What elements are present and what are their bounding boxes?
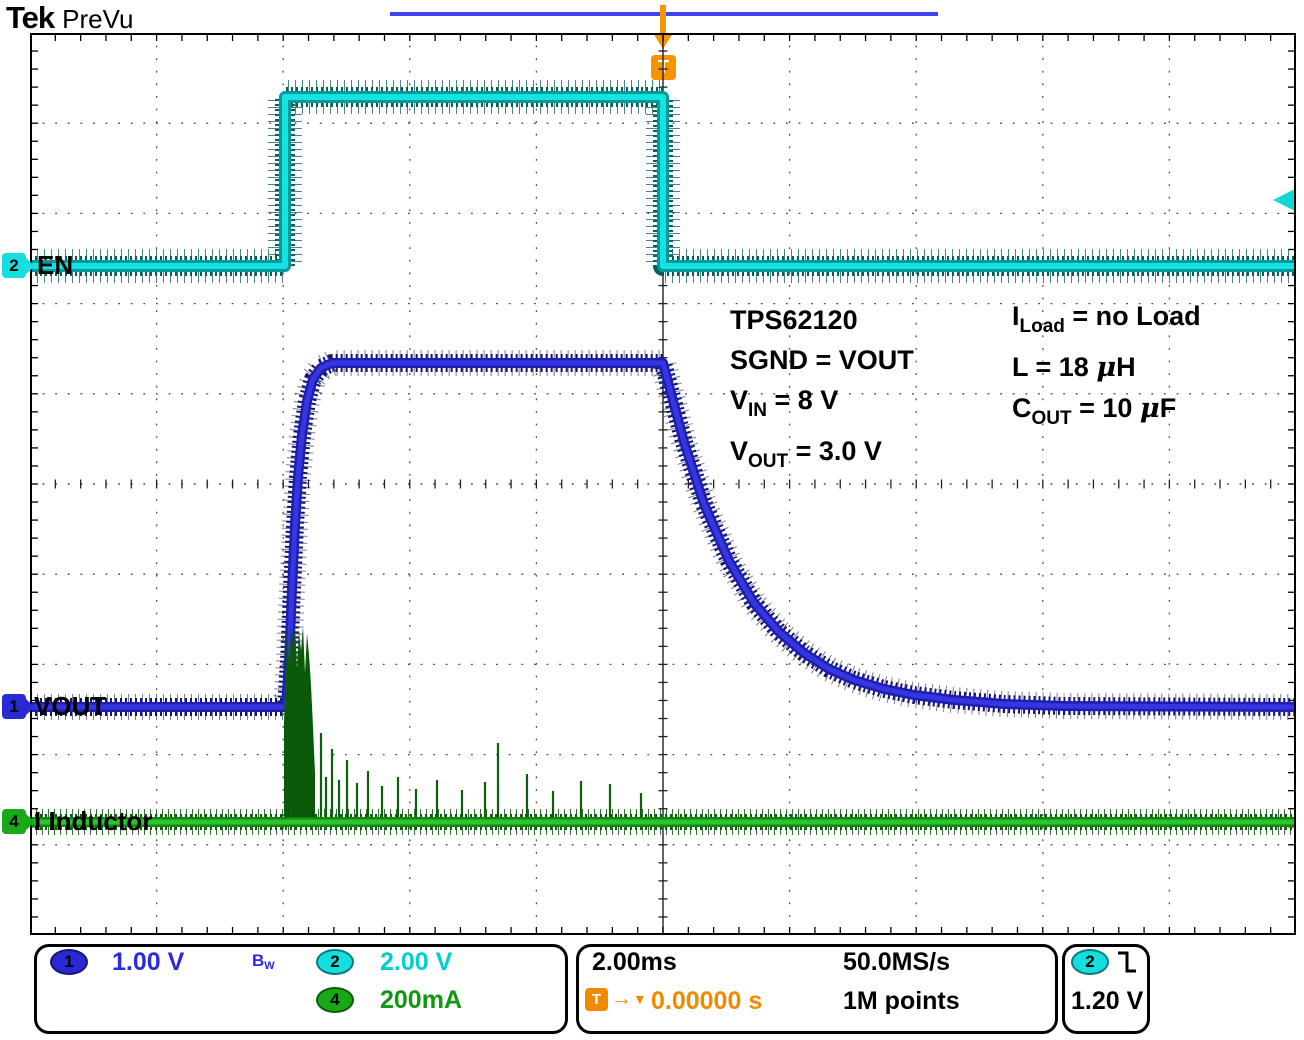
timebase-readout: 2.00ms: [592, 948, 677, 976]
annotation-block-right: ILoad = no Load L = 18 μH COUT = 10 μF: [1012, 296, 1201, 439]
tek-logo: Tek PreVu: [6, 0, 133, 36]
annotation-line: VOUT = 3.0 V: [730, 436, 882, 472]
ch2-scale-readout: 2.00 V: [380, 948, 453, 976]
trigger-position-triangle-glyph: ▼: [633, 991, 647, 1007]
trace-en: [30, 94, 1296, 269]
trace-vout: [30, 360, 1296, 710]
ch1-badge: 1: [50, 949, 88, 975]
trigger-level-readout: 1.20 V: [1071, 987, 1144, 1015]
annotation-line: COUT = 10 μF: [1012, 393, 1177, 429]
trigger-position-marker-stem: [660, 5, 666, 35]
annotation-block-left: TPS62120 SGND = VOUT VIN = 8 V VOUT = 3.0 V: [730, 300, 914, 482]
channel-1-reference-marker: 1: [2, 694, 35, 719]
record-length-readout: 1M points: [843, 987, 960, 1015]
acquisition-mode-text: PreVu: [62, 4, 134, 34]
trigger-t-icon-small: T: [585, 988, 608, 1011]
trigger-source-badge: 2: [1071, 949, 1109, 975]
sample-rate-readout: 50.0MS/s: [843, 948, 951, 976]
channel-4-marker-arrow-icon: [26, 813, 35, 830]
horizontal-readout-box: [576, 944, 1058, 1034]
annotation-line: VIN = 8 V: [730, 385, 839, 421]
channel-scales-readout-box: [34, 944, 568, 1034]
channel-1-marker-number: 1: [2, 694, 26, 719]
bw-letter: B: [252, 951, 265, 970]
inductor-current-waveform-label: I Inductor: [34, 806, 153, 836]
channel-4-reference-marker: 4: [2, 809, 35, 834]
brand-text: Tek: [6, 0, 55, 35]
vout-waveform-label: VOUT: [34, 691, 107, 721]
channel-2-marker-number: 2: [2, 253, 26, 278]
inductor-current-startup-burst: [284, 625, 315, 822]
ch1-scale-readout: 1.00 V: [112, 948, 185, 976]
ch1-bandwidth-indicator: BW: [252, 951, 275, 972]
annotation-line: L = 18 μH: [1012, 352, 1136, 383]
graticule-border: [30, 33, 1296, 935]
trigger-level-arrow-icon: [1273, 189, 1295, 211]
ch2-badge: 2: [316, 949, 354, 975]
bw-subscript: W: [264, 960, 275, 972]
channel-1-marker-arrow-icon: [26, 698, 35, 715]
ch4-badge: 4: [316, 987, 354, 1013]
annotation-line: ILoad = no Load: [1012, 301, 1201, 337]
graticule-waveform-display: [30, 33, 1296, 935]
channel-2-reference-marker: 2: [2, 253, 35, 278]
trigger-position-time-readout: 0.00000 s: [651, 987, 763, 1015]
en-waveform-label: EN: [37, 250, 74, 280]
trigger-slope-falling-icon: [1118, 951, 1136, 973]
ch4-scale-readout: 200mA: [380, 986, 462, 1014]
channel-4-marker-number: 4: [2, 809, 26, 834]
annotation-line: SGND = VOUT: [730, 345, 914, 375]
annotation-line: TPS62120: [730, 305, 858, 335]
channel-2-marker-arrow-icon: [26, 257, 35, 274]
trigger-position-arrow-glyph: →: [611, 987, 632, 1010]
